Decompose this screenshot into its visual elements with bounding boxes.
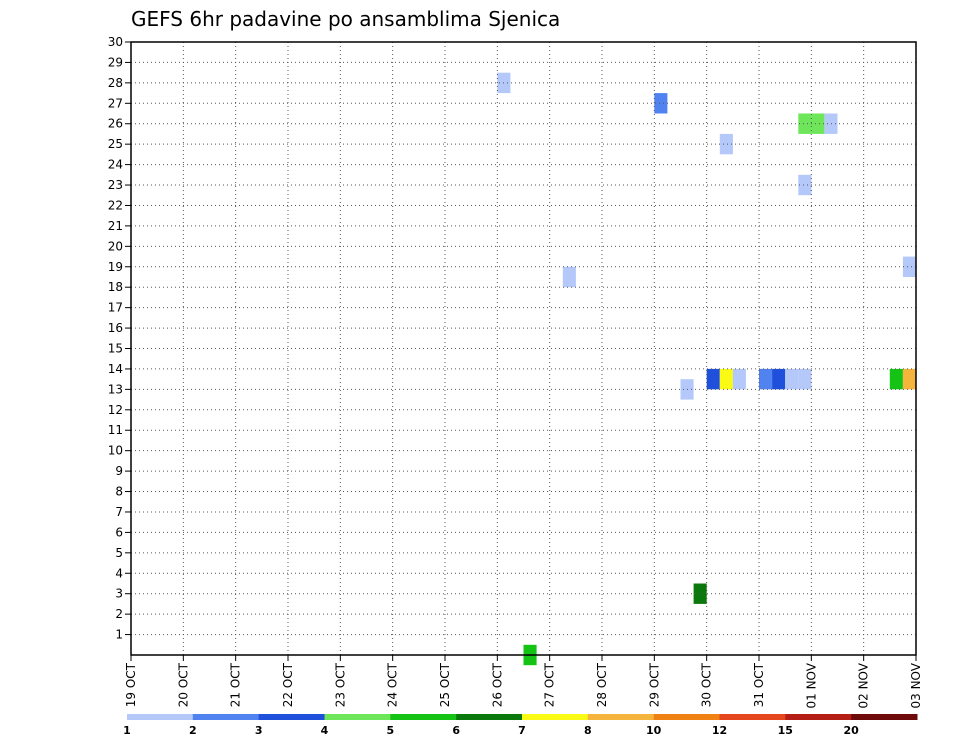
precip-cell [902,368,916,390]
x-tick-label: 20 OCT [176,662,190,707]
y-tick-label: 14 [108,362,123,376]
colorbar-label: 15 [778,724,793,737]
precip-cell [824,113,838,134]
colorbar-swatch [324,714,391,720]
x-tick-label: 27 OCT [543,662,557,707]
precip-cell [798,113,812,134]
y-tick-label: 9 [115,464,123,478]
colorbar-label: 10 [646,724,662,737]
x-tick-label: 22 OCT [281,662,295,707]
colorbar-swatch [587,714,655,720]
x-tick-label: 28 OCT [595,662,609,707]
precip-cell [811,113,825,134]
y-tick-label: 2 [115,607,123,621]
y-tick-label: 3 [115,587,123,601]
colorbar-swatch [258,714,325,720]
y-tick-label: 30 [108,35,123,49]
y-tick-label: 1 [115,628,123,642]
colorbar-swatch [522,714,589,720]
chart-title: GEFS 6hr padavine po ansamblima Sjenica [131,7,560,31]
precip-cell [798,368,812,390]
y-tick-label: 13 [108,382,123,396]
x-tick-label: 26 OCT [490,662,504,707]
y-tick-label: 29 [108,55,123,69]
y-tick-label: 27 [108,96,123,110]
x-tick-label: 01 NOV [804,662,818,708]
colorbar-swatch [192,714,260,720]
precip-cell [889,368,903,390]
colorbar-swatch [390,714,457,720]
precip-cell [732,368,746,390]
y-tick-label: 6 [115,525,123,539]
y-tick-label: 12 [108,403,123,417]
y-tick-label: 5 [115,546,123,560]
grid-lines [131,42,916,655]
y-tick-label: 20 [108,239,123,253]
precip-cell [693,583,707,604]
precip-cell [562,266,576,288]
x-tick-label: 30 OCT [700,662,714,707]
y-tick-label: 8 [115,485,123,499]
colorbar-label: 1 [123,724,131,737]
x-tick-label: 23 OCT [333,662,347,707]
colorbar-swatch [456,714,523,720]
y-tick-label: 22 [108,198,123,212]
colorbar-label: 20 [844,724,860,737]
x-tick-label: 29 OCT [647,662,661,707]
y-tick-label: 18 [108,280,123,294]
y-tick-label: 16 [108,321,123,335]
precip-cell [706,368,720,390]
y-tick-label: 11 [108,423,123,437]
y-tick-label: 28 [108,76,123,90]
colorbar-label: 3 [255,724,263,737]
precip-cell [785,368,799,390]
x-tick-label: 21 OCT [229,662,243,707]
colorbar-label: 8 [584,724,592,737]
y-axis: 1234567891011121314151617181920212223242… [108,35,131,642]
x-tick-label: 19 OCT [124,662,138,707]
x-tick-label: 31 OCT [752,662,766,707]
colorbar-label: 12 [712,724,727,737]
colorbar-label: 2 [189,724,197,737]
precip-cells [497,72,916,666]
precip-cell [654,93,668,114]
y-tick-label: 15 [108,342,123,356]
y-tick-label: 24 [108,158,123,172]
y-tick-label: 26 [108,117,123,131]
y-tick-label: 7 [115,505,123,519]
y-tick-label: 21 [108,219,123,233]
x-axis: 19 OCT 20 OCT 21 OCT 22 OCT 23 OCT 24 OCT 25 O… [124,655,923,709]
precip-cell [719,133,733,155]
colorbar-label: 4 [321,724,329,737]
colorbar-label: 5 [386,724,394,737]
colorbar-swatch [653,714,720,720]
colorbar-legend: 1 2 3 4 5 6 7 8 10 12 15 20 [123,714,918,737]
y-tick-label: 23 [108,178,123,192]
colorbar-label: 6 [452,724,460,737]
precip-cell [798,174,812,196]
precip-cell [902,256,916,277]
x-tick-label: 03 NOV [909,662,923,708]
x-tick-label: 02 NOV [857,662,871,708]
precip-cell [719,368,733,390]
colorbar-label: 7 [518,724,526,737]
y-tick-label: 25 [108,137,123,151]
colorbar-swatch [851,714,918,720]
y-tick-label: 17 [108,301,123,315]
x-tick-label: 25 OCT [438,662,452,707]
y-tick-label: 19 [108,260,123,274]
y-tick-label: 4 [115,566,123,580]
colorbar-swatch [127,714,194,720]
y-tick-label: 10 [108,444,123,458]
colorbar-swatch [719,714,786,720]
x-tick-label: 24 OCT [386,662,400,707]
colorbar-swatch [785,714,852,720]
precip-cell [759,368,773,390]
precip-cell [772,368,786,390]
